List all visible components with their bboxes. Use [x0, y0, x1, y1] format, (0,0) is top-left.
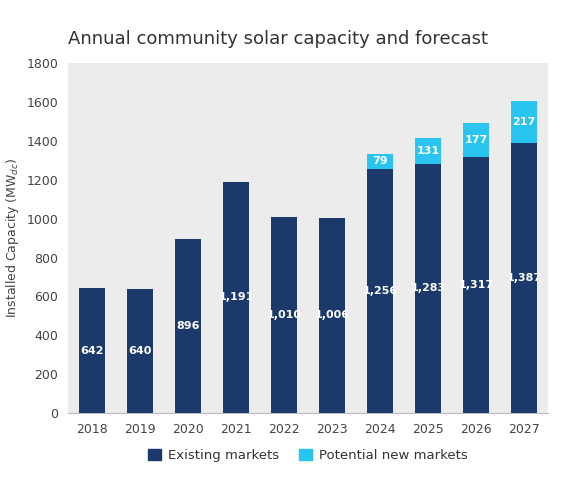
Text: Annual community solar capacity and forecast: Annual community solar capacity and fore… [68, 30, 488, 48]
Text: 1,283: 1,283 [410, 283, 446, 294]
Bar [79, 288, 105, 413]
Text: 217: 217 [512, 118, 536, 127]
Bar [463, 157, 489, 413]
Text: 1,387: 1,387 [506, 273, 542, 283]
Legend: Existing markets, Potential new markets: Existing markets, Potential new markets [143, 444, 473, 468]
Bar [415, 164, 441, 413]
Bar [319, 218, 345, 413]
Bar [367, 154, 393, 169]
Text: 131: 131 [416, 146, 440, 156]
Text: 640: 640 [128, 346, 151, 356]
Text: 642: 642 [80, 346, 103, 356]
Text: 1,317: 1,317 [458, 280, 494, 290]
Bar [463, 122, 489, 157]
Text: 177: 177 [464, 135, 488, 145]
Bar [175, 239, 201, 413]
Text: 1,191: 1,191 [218, 293, 254, 302]
Bar [367, 169, 393, 413]
Text: 1,010: 1,010 [267, 310, 301, 320]
Bar [511, 143, 537, 413]
Bar [223, 182, 249, 413]
Bar [127, 289, 153, 413]
Bar [415, 138, 441, 164]
Text: 1,256: 1,256 [362, 286, 398, 296]
Text: 79: 79 [372, 156, 388, 166]
Text: 896: 896 [176, 321, 199, 331]
Text: 1,006: 1,006 [314, 311, 350, 320]
Bar [511, 101, 537, 143]
Y-axis label: Installed Capacity (MW$_{dc}$): Installed Capacity (MW$_{dc}$) [3, 158, 21, 318]
Bar [271, 217, 297, 413]
